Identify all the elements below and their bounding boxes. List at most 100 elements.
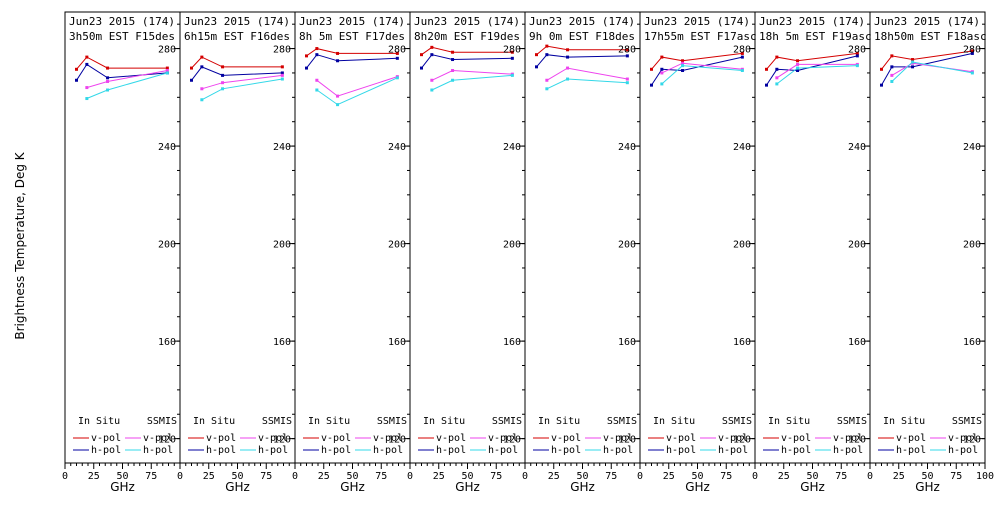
x-tick-label: 100 <box>976 471 994 482</box>
data-point <box>566 66 570 70</box>
x-axis-title: GHz <box>455 480 480 494</box>
y-tick-label: 120 <box>848 435 866 446</box>
data-point <box>625 81 629 85</box>
data-point <box>200 55 204 59</box>
data-point <box>566 77 570 81</box>
legend-ssmis-heading: SSMIS <box>607 416 637 427</box>
legend-label: h-pol <box>781 445 811 456</box>
data-point <box>280 65 284 69</box>
data-point <box>855 51 859 55</box>
panel-time-label: 18h 5m EST F19asc <box>759 30 872 43</box>
data-point <box>200 65 204 69</box>
series-line <box>766 52 858 70</box>
data-point <box>796 69 800 73</box>
data-point <box>545 53 549 57</box>
data-point <box>625 77 629 81</box>
data-point <box>200 87 204 91</box>
data-point <box>535 65 538 69</box>
panel-3 <box>294 11 411 469</box>
data-point <box>681 69 685 73</box>
legend-insitu-heading: In Situ <box>78 416 120 427</box>
y-tick-label: 200 <box>733 240 751 251</box>
data-point <box>106 76 110 80</box>
x-tick-label: 75 <box>835 471 847 482</box>
x-axis-title: GHz <box>685 480 710 494</box>
data-point <box>681 61 685 65</box>
panel-frame <box>639 11 756 464</box>
data-point <box>855 64 859 68</box>
y-tick-label: 280 <box>963 45 981 56</box>
data-point <box>650 67 653 71</box>
panel-date-label: Jun23 2015 (174) <box>69 15 175 28</box>
y-tick-label: 160 <box>848 337 866 348</box>
series-line <box>76 63 168 81</box>
x-tick-label: 75 <box>490 471 502 482</box>
x-tick-label: 50 <box>806 471 818 482</box>
legend-label: h-pol <box>258 445 288 456</box>
data-point <box>775 55 779 59</box>
legend-label: h-pol <box>718 445 748 456</box>
data-point <box>625 48 629 52</box>
y-tick-label: 120 <box>273 435 291 446</box>
data-point <box>451 69 455 73</box>
x-tick-label: 50 <box>346 471 358 482</box>
y-tick-label: 280 <box>503 45 521 56</box>
y-tick-label: 280 <box>733 45 751 56</box>
x-tick-label: 0 <box>292 471 298 482</box>
x-axis-title: GHz <box>340 480 365 494</box>
panel-frame <box>754 11 871 464</box>
y-tick-label: 240 <box>618 142 636 153</box>
data-point <box>451 78 455 82</box>
data-point <box>681 64 685 68</box>
x-axis-title: GHz <box>915 480 940 494</box>
x-tick-label: 25 <box>893 471 905 482</box>
series-line <box>421 46 513 56</box>
series-line <box>201 78 283 101</box>
panel-date-label: Jun23 2015 (174) <box>759 15 865 28</box>
panel-frame <box>869 11 986 464</box>
panel-frame <box>409 11 526 464</box>
data-point <box>106 79 110 83</box>
data-point <box>510 56 514 60</box>
legend-label: v-pol <box>143 433 173 444</box>
data-point <box>85 62 89 66</box>
legend-label: v-pol <box>206 433 236 444</box>
panel-8 <box>869 11 986 469</box>
legend-ssmis-heading: SSMIS <box>147 416 177 427</box>
y-tick-label: 200 <box>273 240 291 251</box>
data-point <box>765 67 768 71</box>
data-point <box>660 67 664 71</box>
series-line <box>191 66 283 81</box>
data-point <box>336 51 340 55</box>
data-point <box>775 67 779 71</box>
panel-frame <box>64 11 181 464</box>
data-point <box>890 65 894 69</box>
series-line <box>881 52 973 86</box>
y-tick-label: 240 <box>848 142 866 153</box>
series-line <box>316 76 398 97</box>
legend-label: v-pol <box>833 433 863 444</box>
data-point <box>765 83 768 87</box>
y-tick-label: 120 <box>158 435 176 446</box>
x-tick-label: 75 <box>720 471 732 482</box>
data-point <box>336 103 340 107</box>
data-point <box>85 55 89 59</box>
data-point <box>796 59 800 63</box>
legend-label: v-pol <box>373 433 403 444</box>
legend-label: h-pol <box>833 445 863 456</box>
series-line <box>316 77 398 106</box>
legend-label: h-pol <box>896 445 926 456</box>
legend-ssmis-heading: SSMIS <box>262 416 292 427</box>
data-point <box>336 94 340 98</box>
data-point <box>880 83 883 87</box>
legend-insitu-heading: In Situ <box>538 416 580 427</box>
y-tick-label: 200 <box>158 240 176 251</box>
data-point <box>796 66 800 70</box>
y-tick-label: 160 <box>618 337 636 348</box>
data-point <box>911 58 915 62</box>
series-line <box>661 62 743 74</box>
y-tick-label: 280 <box>158 45 176 56</box>
series-line <box>536 54 628 68</box>
y-tick-label: 160 <box>273 337 291 348</box>
legend-ssmis-heading: SSMIS <box>722 416 752 427</box>
